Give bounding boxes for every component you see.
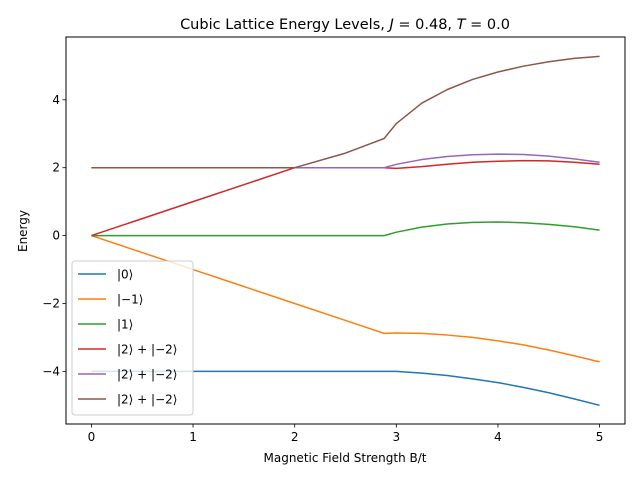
x-tick-label: 1 bbox=[189, 430, 197, 444]
y-axis-ticks: −4 −2 0 2 4 bbox=[42, 93, 66, 378]
x-tick-label: 0 bbox=[88, 430, 96, 444]
x-tick-label: 3 bbox=[392, 430, 400, 444]
y-tick-label: 0 bbox=[52, 229, 60, 243]
y-tick-label: 2 bbox=[52, 161, 60, 175]
series-line-5 bbox=[91, 55, 600, 169]
legend-label-0: |0⟩ bbox=[117, 268, 133, 282]
x-axis-label: Magnetic Field Strength B/t bbox=[264, 451, 427, 465]
legend-label-1: |−1⟩ bbox=[117, 293, 143, 307]
y-axis-label: Energy bbox=[16, 210, 30, 252]
legend-label-5: |2⟩ + |−2⟩ bbox=[117, 393, 177, 407]
legend-label-2: |1⟩ bbox=[117, 318, 133, 332]
axes-frame bbox=[65, 36, 626, 425]
y-tick-label: −2 bbox=[42, 296, 60, 310]
plot-lines bbox=[91, 55, 600, 407]
x-tick-label: 5 bbox=[596, 430, 604, 444]
y-tick-label: −4 bbox=[42, 364, 60, 378]
series-line-1 bbox=[91, 234, 600, 363]
series-line-2 bbox=[91, 221, 600, 237]
legend-items: |0⟩ |−1⟩ |1⟩ |2⟩ + |−2⟩ |2⟩ + |−2⟩ |2⟩ + |−2⟩ bbox=[78, 268, 177, 407]
x-axis-ticks: 0 1 2 3 4 5 bbox=[88, 424, 604, 444]
series-line-0 bbox=[91, 370, 600, 407]
y-tick-label: 4 bbox=[52, 93, 60, 107]
legend-label-4: |2⟩ + |−2⟩ bbox=[117, 368, 177, 382]
series-line-3 bbox=[91, 159, 600, 237]
x-tick-label: 4 bbox=[494, 430, 502, 444]
legend-label-3: |2⟩ + |−2⟩ bbox=[117, 343, 177, 357]
x-tick-label: 2 bbox=[291, 430, 299, 444]
chart-title: Cubic Lattice Energy Levels, J = 0.48, T… bbox=[180, 17, 510, 33]
legend: |0⟩ |−1⟩ |1⟩ |2⟩ + |−2⟩ |2⟩ + |−2⟩ |2⟩ + |−2⟩ bbox=[71, 260, 194, 416]
